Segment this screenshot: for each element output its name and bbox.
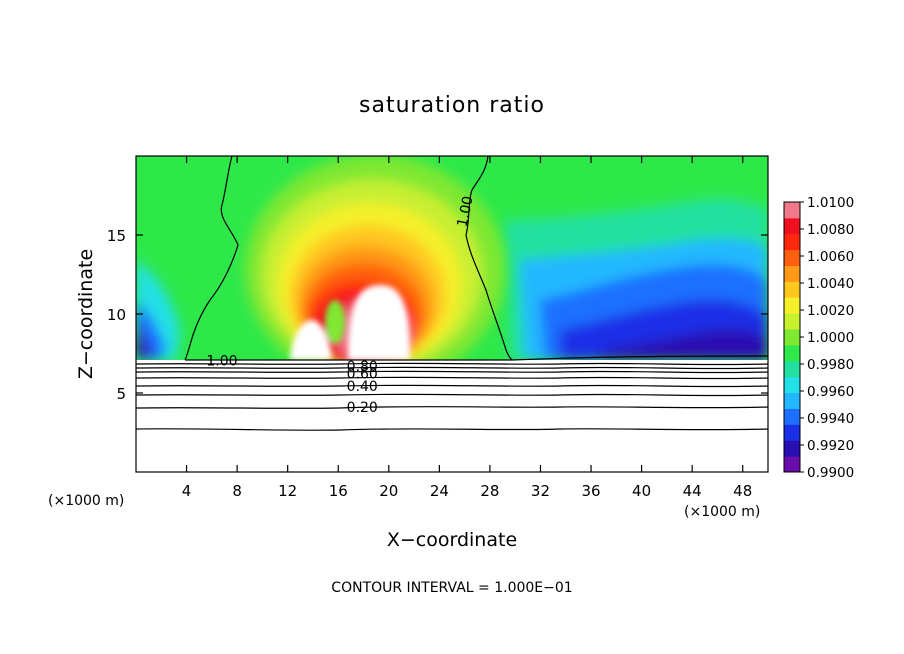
x-tick-label-48: 48	[733, 482, 752, 500]
contour-label-5: 0.20	[347, 400, 378, 416]
x-tick-label-16: 16	[329, 482, 348, 500]
colorbar-tick-label-5: 1.0000	[807, 330, 854, 346]
colorbar-swatch-10	[784, 297, 800, 314]
colorbar-swatch-1	[784, 440, 800, 457]
colorbar-swatch-12	[784, 265, 800, 282]
colorbar-tick-label-6: 0.9980	[807, 357, 854, 373]
contour-label-3: 0.60	[347, 366, 378, 382]
colorbar-swatch-15	[784, 217, 800, 235]
x-axis-unit-right: (×1000 m)	[684, 504, 760, 520]
x-tick-label-20: 20	[379, 482, 398, 500]
x-tick-label-44: 44	[683, 482, 702, 500]
colorbar-swatch-9	[784, 313, 800, 330]
colorbar-swatch-3	[784, 408, 800, 425]
colorbar-tick-label-7: 0.9960	[807, 384, 854, 400]
colorbar-tick-label-10: 0.9900	[807, 465, 854, 481]
contour-line-020	[135, 406, 769, 409]
contour-line-100-base	[185, 355, 769, 361]
colorbar-tick-label-9: 0.9920	[807, 438, 854, 454]
colorbar-swatch-7	[784, 344, 800, 362]
colorbar: 1.0100 1.0080 1.0060 1.0040 1.0020 1.0000 0.99…	[783, 195, 854, 481]
colorbar-swatch-8	[784, 329, 800, 346]
colorbar-swatch-2	[784, 424, 800, 441]
colorbar-swatch-13	[784, 249, 800, 267]
y-tick-label-15: 15	[107, 227, 126, 245]
contour-label-1: 1.00	[455, 195, 477, 229]
contour-line-100-right	[465, 155, 513, 361]
lower-region	[136, 360, 768, 472]
contour-line-040	[135, 384, 769, 388]
colorbar-tick-label-4: 1.0020	[807, 303, 854, 319]
contour-line-050	[135, 376, 769, 380]
colorbar-tick-label-8: 0.9940	[807, 411, 854, 427]
x-tick-label-24: 24	[430, 482, 449, 500]
colorbar-swatch-6	[784, 360, 800, 378]
colorbar-swatch-14	[784, 233, 800, 251]
y-axis-label: Z−coordinate	[75, 249, 97, 379]
x-tick-label-40: 40	[632, 482, 651, 500]
contour-line-100-left	[184, 155, 239, 361]
x-tick-label-32: 32	[531, 482, 550, 500]
y-axis-ticks: 5 10 15	[107, 227, 768, 403]
x-tick-label-4: 4	[182, 482, 192, 500]
field-right-dry-region	[505, 198, 768, 360]
colorbar-swatch-4	[784, 392, 800, 409]
x-tick-label-12: 12	[278, 482, 297, 500]
x-axis-unit-left: (×1000 m)	[48, 493, 124, 509]
x-tick-label-8: 8	[232, 482, 242, 500]
heatmap-field	[136, 156, 768, 385]
contour-label-0: 1.00	[206, 354, 237, 370]
colorbar-swatch-5	[784, 376, 800, 394]
contour-labels: 1.00 1.00 0.800.600.40 0.20	[206, 195, 476, 417]
x-tick-label-28: 28	[480, 482, 499, 500]
colorbar-tick-label-3: 1.0040	[807, 276, 854, 292]
contour-line-030	[135, 393, 769, 397]
y-tick-label-5: 5	[116, 385, 126, 403]
field-left-dry-region	[136, 260, 180, 360]
colorbar-swatch-16	[784, 202, 800, 219]
colorbar-tick-label-2: 1.0060	[807, 249, 854, 265]
contour-line-060	[135, 370, 769, 374]
y-tick-label-10: 10	[107, 306, 126, 324]
x-axis-ticks: 4 8 12 16 20 24 28 32 36 40 44 48	[182, 156, 752, 500]
contour-interval-note: CONTOUR INTERVAL = 1.000E−01	[331, 580, 572, 596]
colorbar-tick-label-0: 1.0100	[807, 195, 854, 211]
colorbar-tick-label-1: 1.0080	[807, 222, 854, 238]
colorbar-swatch-11	[784, 281, 800, 298]
chart-title: saturation ratio	[359, 93, 545, 118]
x-axis-label: X−coordinate	[387, 529, 517, 551]
contour-line-010	[135, 428, 769, 431]
contour-line-070	[135, 366, 769, 370]
colorbar-swatch-0	[784, 456, 800, 473]
x-tick-label-36: 36	[581, 482, 600, 500]
field-supersaturated-holes	[290, 285, 410, 360]
contour-label-4: 0.40	[347, 379, 378, 395]
contour-label-2: 0.80	[347, 359, 378, 375]
contour-line-080	[135, 362, 769, 366]
contour-lines	[135, 155, 769, 431]
